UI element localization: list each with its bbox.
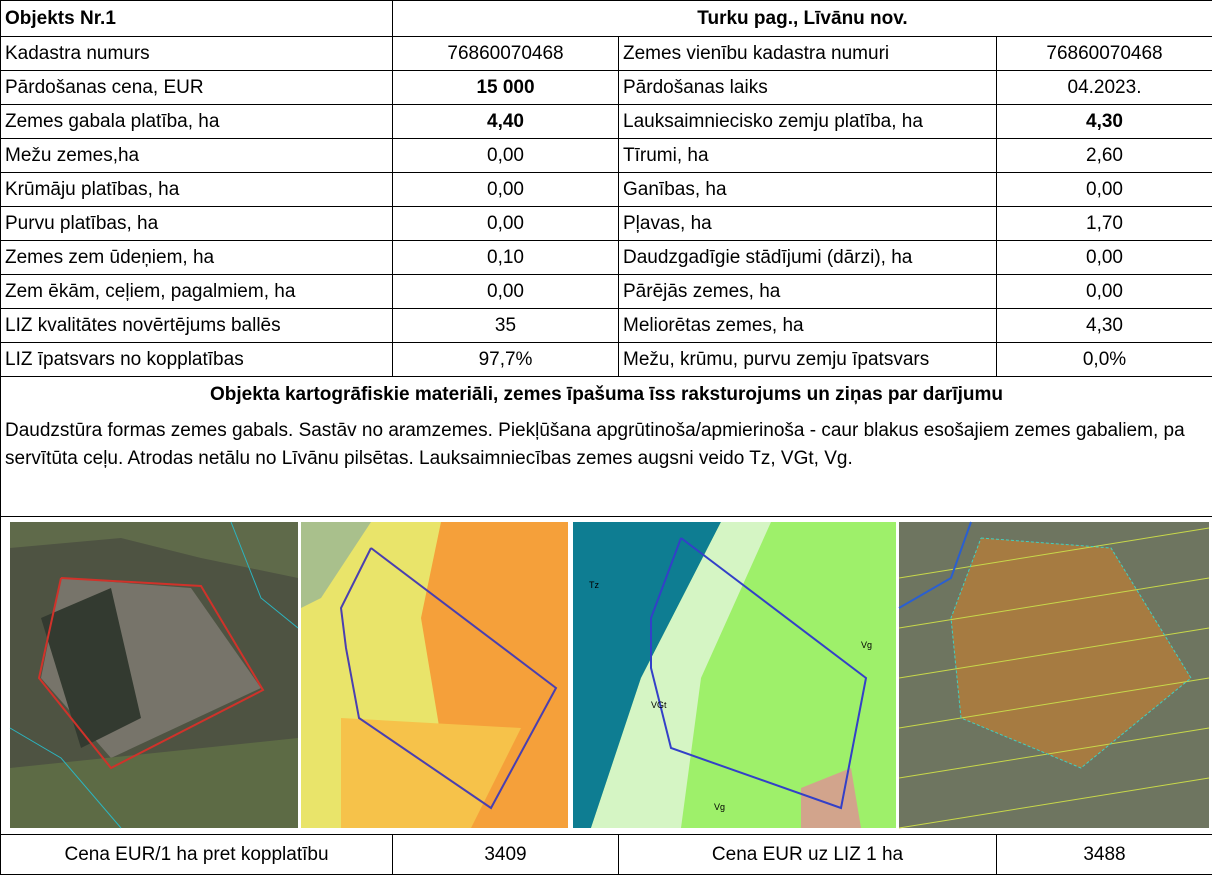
row-label: Daudzgadīgie stādījumi (dārzi), ha — [619, 241, 997, 275]
row-value: 2,60 — [997, 139, 1212, 173]
header-row: Objekts Nr.1 Turku pag., Līvānu nov. — [1, 1, 1212, 37]
footer-label: Cena EUR uz LIZ 1 ha — [619, 835, 997, 875]
row-value: 0,00 — [393, 173, 619, 207]
row-value: 4,40 — [393, 105, 619, 139]
row-label: Krūmāju platības, ha — [1, 173, 393, 207]
row-label: LIZ īpatsvars no kopplatības — [1, 343, 393, 377]
row-value: 97,7% — [393, 343, 619, 377]
row-label: Mežu, krūmu, purvu zemju īpatsvars — [619, 343, 997, 377]
object-table: Objekts Nr.1 Turku pag., Līvānu nov. Kad… — [0, 0, 1212, 875]
row-value: 0,10 — [393, 241, 619, 275]
row-value: 04.2023. — [997, 71, 1212, 105]
row-value: 0,00 — [393, 275, 619, 309]
row-label: Zemes zem ūdeņiem, ha — [1, 241, 393, 275]
row-label: Tīrumi, ha — [619, 139, 997, 173]
row-label: Pārdošanas laiks — [619, 71, 997, 105]
row-label: Meliorētas zemes, ha — [619, 309, 997, 343]
row-label: Pārējās zemes, ha — [619, 275, 997, 309]
row-value: 1,70 — [997, 207, 1212, 241]
row-label: Lauksaimniecisko zemju platība, ha — [619, 105, 997, 139]
row-label: Purvu platības, ha — [1, 207, 393, 241]
footer-value: 3409 — [393, 835, 619, 875]
row-value: 0,00 — [997, 241, 1212, 275]
row-value: 76860070468 — [393, 37, 619, 71]
row-value: 0,00 — [997, 275, 1212, 309]
soil-label: Vg — [714, 802, 725, 812]
description: Daudzstūra formas zemes gabals. Sastāv n… — [1, 413, 1212, 517]
row-value: 0,0% — [997, 343, 1212, 377]
maps-row: Tz VGt Vg Vg — [1, 517, 1212, 835]
description-row: Daudzstūra formas zemes gabals. Sastāv n… — [1, 413, 1212, 517]
soil-map — [301, 522, 568, 828]
row-value: 15 000 — [393, 71, 619, 105]
row-label: Mežu zemes,ha — [1, 139, 393, 173]
cadastral-map — [899, 522, 1209, 828]
soil-type-map: Tz VGt Vg Vg — [573, 522, 896, 828]
soil-label: VGt — [651, 700, 667, 710]
row-label: Zemes vienību kadastra numuri — [619, 37, 997, 71]
row-label: Kadastra numurs — [1, 37, 393, 71]
footer-label: Cena EUR/1 ha pret kopplatību — [1, 835, 393, 875]
satellite-map — [10, 522, 298, 828]
maps-cell: Tz VGt Vg Vg — [1, 517, 1212, 835]
soil-label: Tz — [589, 580, 599, 590]
row-value: 0,00 — [997, 173, 1212, 207]
maps: Tz VGt Vg Vg — [1, 518, 1211, 834]
object-title: Objekts Nr.1 — [1, 1, 393, 37]
row-value: 0,00 — [393, 207, 619, 241]
footer-value: 3488 — [997, 835, 1212, 875]
row-label: Pārdošanas cena, EUR — [1, 71, 393, 105]
section-title: Objekta kartogrāfiskie materiāli, zemes … — [1, 377, 1212, 413]
row-value: 4,30 — [997, 105, 1212, 139]
row-label: Zem ēkām, ceļiem, pagalmiem, ha — [1, 275, 393, 309]
page: {"header": {"title": "Objekts Nr.1", "lo… — [0, 0, 1212, 892]
row-value: 4,30 — [997, 309, 1212, 343]
row-value: 35 — [393, 309, 619, 343]
row-label: LIZ kvalitātes novērtējums ballēs — [1, 309, 393, 343]
footer-row: Cena EUR/1 ha pret kopplatību 3409 Cena … — [1, 835, 1212, 875]
row-label: Zemes gabala platība, ha — [1, 105, 393, 139]
row-label: Pļavas, ha — [619, 207, 997, 241]
row-value: 76860070468 — [997, 37, 1212, 71]
row-label: Ganības, ha — [619, 173, 997, 207]
row-value: 0,00 — [393, 139, 619, 173]
location: Turku pag., Līvānu nov. — [393, 1, 1212, 37]
soil-label: Vg — [861, 640, 872, 650]
section-row: Objekta kartogrāfiskie materiāli, zemes … — [1, 377, 1212, 413]
